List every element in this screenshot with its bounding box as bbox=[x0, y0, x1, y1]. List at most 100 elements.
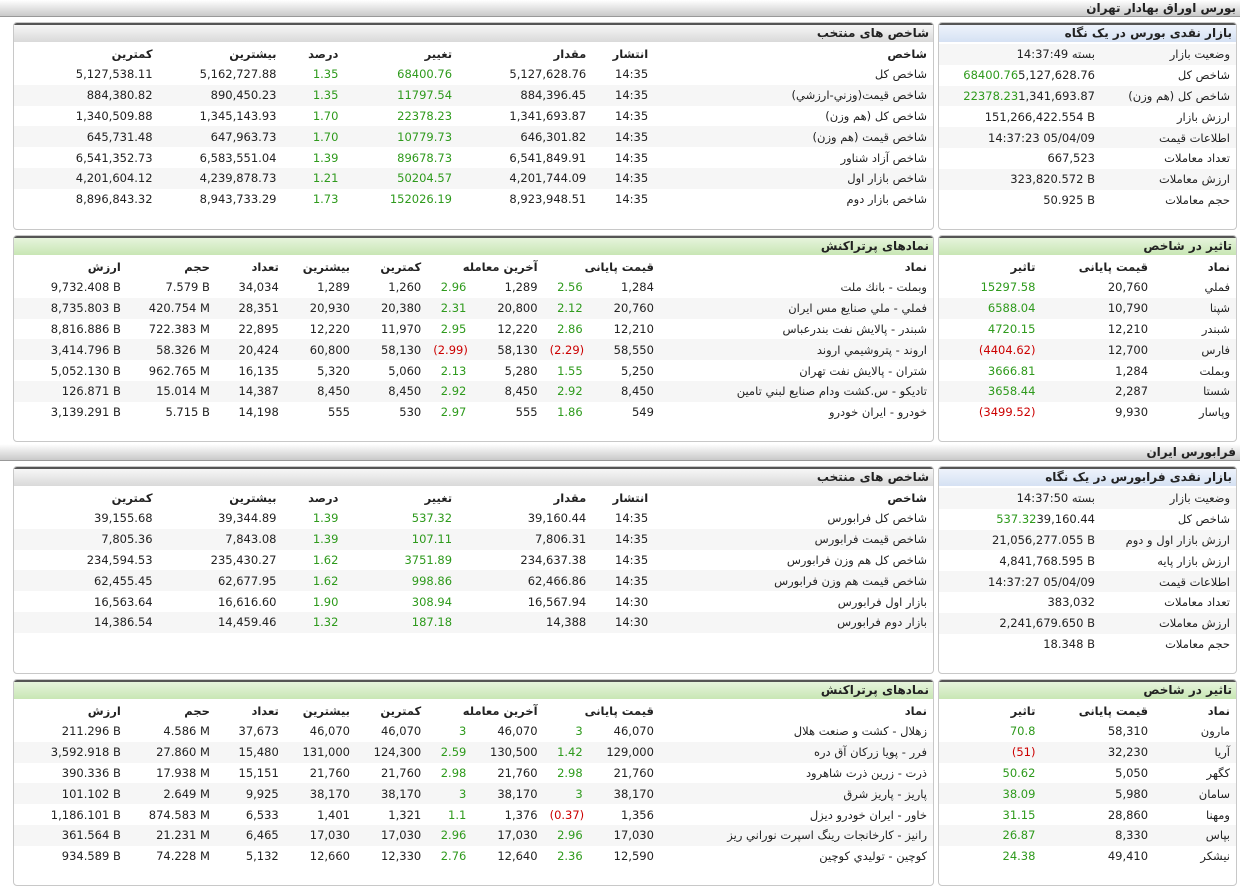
table-cell: 211.296 B bbox=[61, 724, 121, 739]
table-cell: آريا bbox=[1154, 741, 1236, 763]
column-header: بیشترین bbox=[302, 704, 350, 718]
glance-change: 68400.76 bbox=[963, 68, 1019, 83]
table-cell: 5,280 bbox=[504, 363, 538, 378]
table-cell: 152026.19 bbox=[389, 192, 453, 207]
glance-value-text: بسته 14:37:49 bbox=[1016, 47, 1095, 62]
table-cell: 2.31 bbox=[427, 297, 473, 319]
table-cell: 5,050 bbox=[1115, 765, 1149, 780]
table-cell: 5,162,727.88 bbox=[199, 67, 277, 82]
glance-value-text: بسته 14:37:50 bbox=[1016, 491, 1095, 506]
table-cell: فرر - پويا زركان آق دره bbox=[659, 741, 933, 763]
table-cell: 4,201,744.09 bbox=[458, 167, 593, 189]
table-cell: 530 bbox=[399, 405, 422, 420]
table-cell: 3 bbox=[543, 783, 589, 805]
table-cell: 62,677.95 bbox=[158, 570, 283, 592]
table-cell: 1,321 bbox=[388, 807, 422, 822]
table-cell: 46,070 bbox=[380, 724, 422, 739]
table-cell: 6,583,551.04 bbox=[199, 150, 277, 165]
table-cell: 6,465 bbox=[215, 824, 285, 846]
table-cell: 3751.89 bbox=[404, 552, 453, 567]
table-cell: 14:35 bbox=[615, 192, 649, 207]
column-header: انتشار bbox=[612, 491, 649, 505]
table-cell: تاديكو - س.كشت ودام صنايع لبني تامين bbox=[659, 380, 933, 402]
table-cell: 1.62 bbox=[282, 570, 345, 592]
table-cell: 39,344.89 bbox=[217, 511, 277, 526]
table-cell: 187.18 bbox=[344, 611, 459, 633]
table-cell: 235,430.27 bbox=[210, 552, 277, 567]
table-cell: شاخص آزاد شناور bbox=[840, 150, 927, 165]
table-cell: 101.102 B bbox=[14, 783, 127, 805]
table-cell: 34,034 bbox=[238, 280, 279, 295]
glance-value-text: 21,056,277.055 B bbox=[992, 532, 1095, 547]
table-cell: 7,806.31 bbox=[458, 528, 593, 550]
table-cell: خاور - ايران خودرو ديزل bbox=[809, 807, 927, 822]
table-cell: 126.871 B bbox=[14, 380, 127, 402]
glance-value-text: 323,820.572 B bbox=[1010, 172, 1095, 187]
table-cell: 15.014 M bbox=[126, 380, 216, 402]
table-cell: 1.70 bbox=[312, 108, 339, 123]
column-header: کمترین bbox=[380, 704, 422, 718]
table-cell: 12,210 bbox=[1107, 321, 1149, 336]
table-cell: 1.35 bbox=[282, 84, 345, 106]
column-header: آخرین معامله bbox=[462, 260, 538, 274]
table-row: وپاسار 9,930 (3499.52) bbox=[939, 402, 1236, 423]
table-cell: (2.99) bbox=[427, 339, 473, 361]
table-cell: (51) bbox=[939, 741, 1042, 763]
table-cell: 722.383 M bbox=[148, 321, 210, 336]
glance-label: وضعیت بازار bbox=[1101, 44, 1236, 65]
table-row: شتران - پالايش نفت تهران 5,250 1.55 5,280 2.… bbox=[14, 360, 933, 381]
column-header: کمترین bbox=[111, 47, 153, 61]
glance-value: 14:37:27 05/04/09 bbox=[939, 571, 1101, 592]
header-row: شاخص انتشار مقدار تغییر درصد بیشترین کمترین bbox=[14, 488, 933, 508]
table-cell: 3666.81 bbox=[987, 363, 1036, 378]
column-header: نماد bbox=[1207, 704, 1230, 718]
table-cell: 12,700 bbox=[1041, 339, 1155, 361]
table-cell: 7,843.08 bbox=[158, 528, 283, 550]
table-cell: 46,070 bbox=[613, 724, 654, 739]
table-cell: 1.55 bbox=[557, 363, 583, 378]
glance-value: 18.348 B bbox=[939, 634, 1101, 655]
header-row: نماد قیمت پایانی آخرین معامله کمترین بیشترین… bbox=[14, 701, 933, 721]
table-row: شبندر 12,210 4720.15 bbox=[939, 319, 1236, 340]
column-header: انتشار bbox=[612, 47, 649, 61]
table-cell: 38,170 bbox=[588, 783, 660, 805]
table-row: نيشكر 49,410 24.38 bbox=[939, 846, 1236, 867]
glance-label: ارزش بازار bbox=[1176, 109, 1230, 124]
table-cell: 9,732.408 B bbox=[50, 280, 121, 295]
table-cell: 70.8 bbox=[1009, 724, 1036, 739]
panel-title: بازار نقدی فرابورس در یک نگاه bbox=[939, 467, 1236, 486]
table-cell: 62,466.86 bbox=[458, 570, 593, 592]
glance-row: شاخص کل (هم وزن) 1,341,693.8722378.23 bbox=[939, 85, 1236, 107]
table-cell: 1,341,693.87 bbox=[509, 108, 587, 123]
table-cell: 38,170 bbox=[356, 783, 428, 805]
glance-value: 21,056,277.055 B bbox=[939, 529, 1101, 551]
table-cell: 8,923,948.51 bbox=[509, 192, 587, 207]
table-cell: اروند - پتروشيمي اروند bbox=[659, 339, 933, 361]
table-cell: 1,284 bbox=[1115, 363, 1149, 378]
glance-row: ارزش بازار اول و دوم 21,056,277.055 B bbox=[939, 529, 1236, 551]
table-cell: 21,760 bbox=[380, 765, 422, 780]
table-cell: 2.36 bbox=[557, 849, 583, 864]
table-cell: 12,660 bbox=[309, 849, 350, 864]
table-cell: 420.754 M bbox=[126, 297, 216, 319]
table-cell: 14:30 bbox=[592, 611, 655, 633]
table-cell: شاخص قیمت فرابورس bbox=[654, 528, 933, 550]
glance-panel: بازار نقدی بورس در یک نگاه وضعیت بازار بست… bbox=[938, 22, 1237, 230]
table-cell: 14:35 bbox=[615, 67, 649, 82]
table-cell: 50204.57 bbox=[344, 167, 459, 189]
table-cell: نيشكر bbox=[1200, 849, 1230, 864]
table-cell: 20,930 bbox=[284, 297, 356, 319]
table-cell: 1,376 bbox=[504, 807, 538, 822]
column-header: کمترین bbox=[380, 260, 422, 274]
table-row: ومهنا 28,860 31.15 bbox=[939, 804, 1236, 825]
glance-value: 667,523 bbox=[939, 148, 1101, 169]
table-cell: مارون bbox=[1200, 724, 1230, 739]
table-row: فارس 12,700 (4404.62) bbox=[939, 339, 1236, 361]
glance-value: 323,820.572 B bbox=[939, 168, 1101, 190]
indices-table: شاخص انتشار مقدار تغییر درصد بیشترین کمترین شاخ… bbox=[14, 44, 933, 210]
table-row: تاديكو - س.كشت ودام صنايع لبني تامين 8,45… bbox=[14, 380, 933, 402]
table-cell: 6,541,849.91 bbox=[509, 150, 587, 165]
table-cell: 58,550 bbox=[588, 339, 660, 361]
table-cell: 2.649 M bbox=[126, 783, 216, 805]
